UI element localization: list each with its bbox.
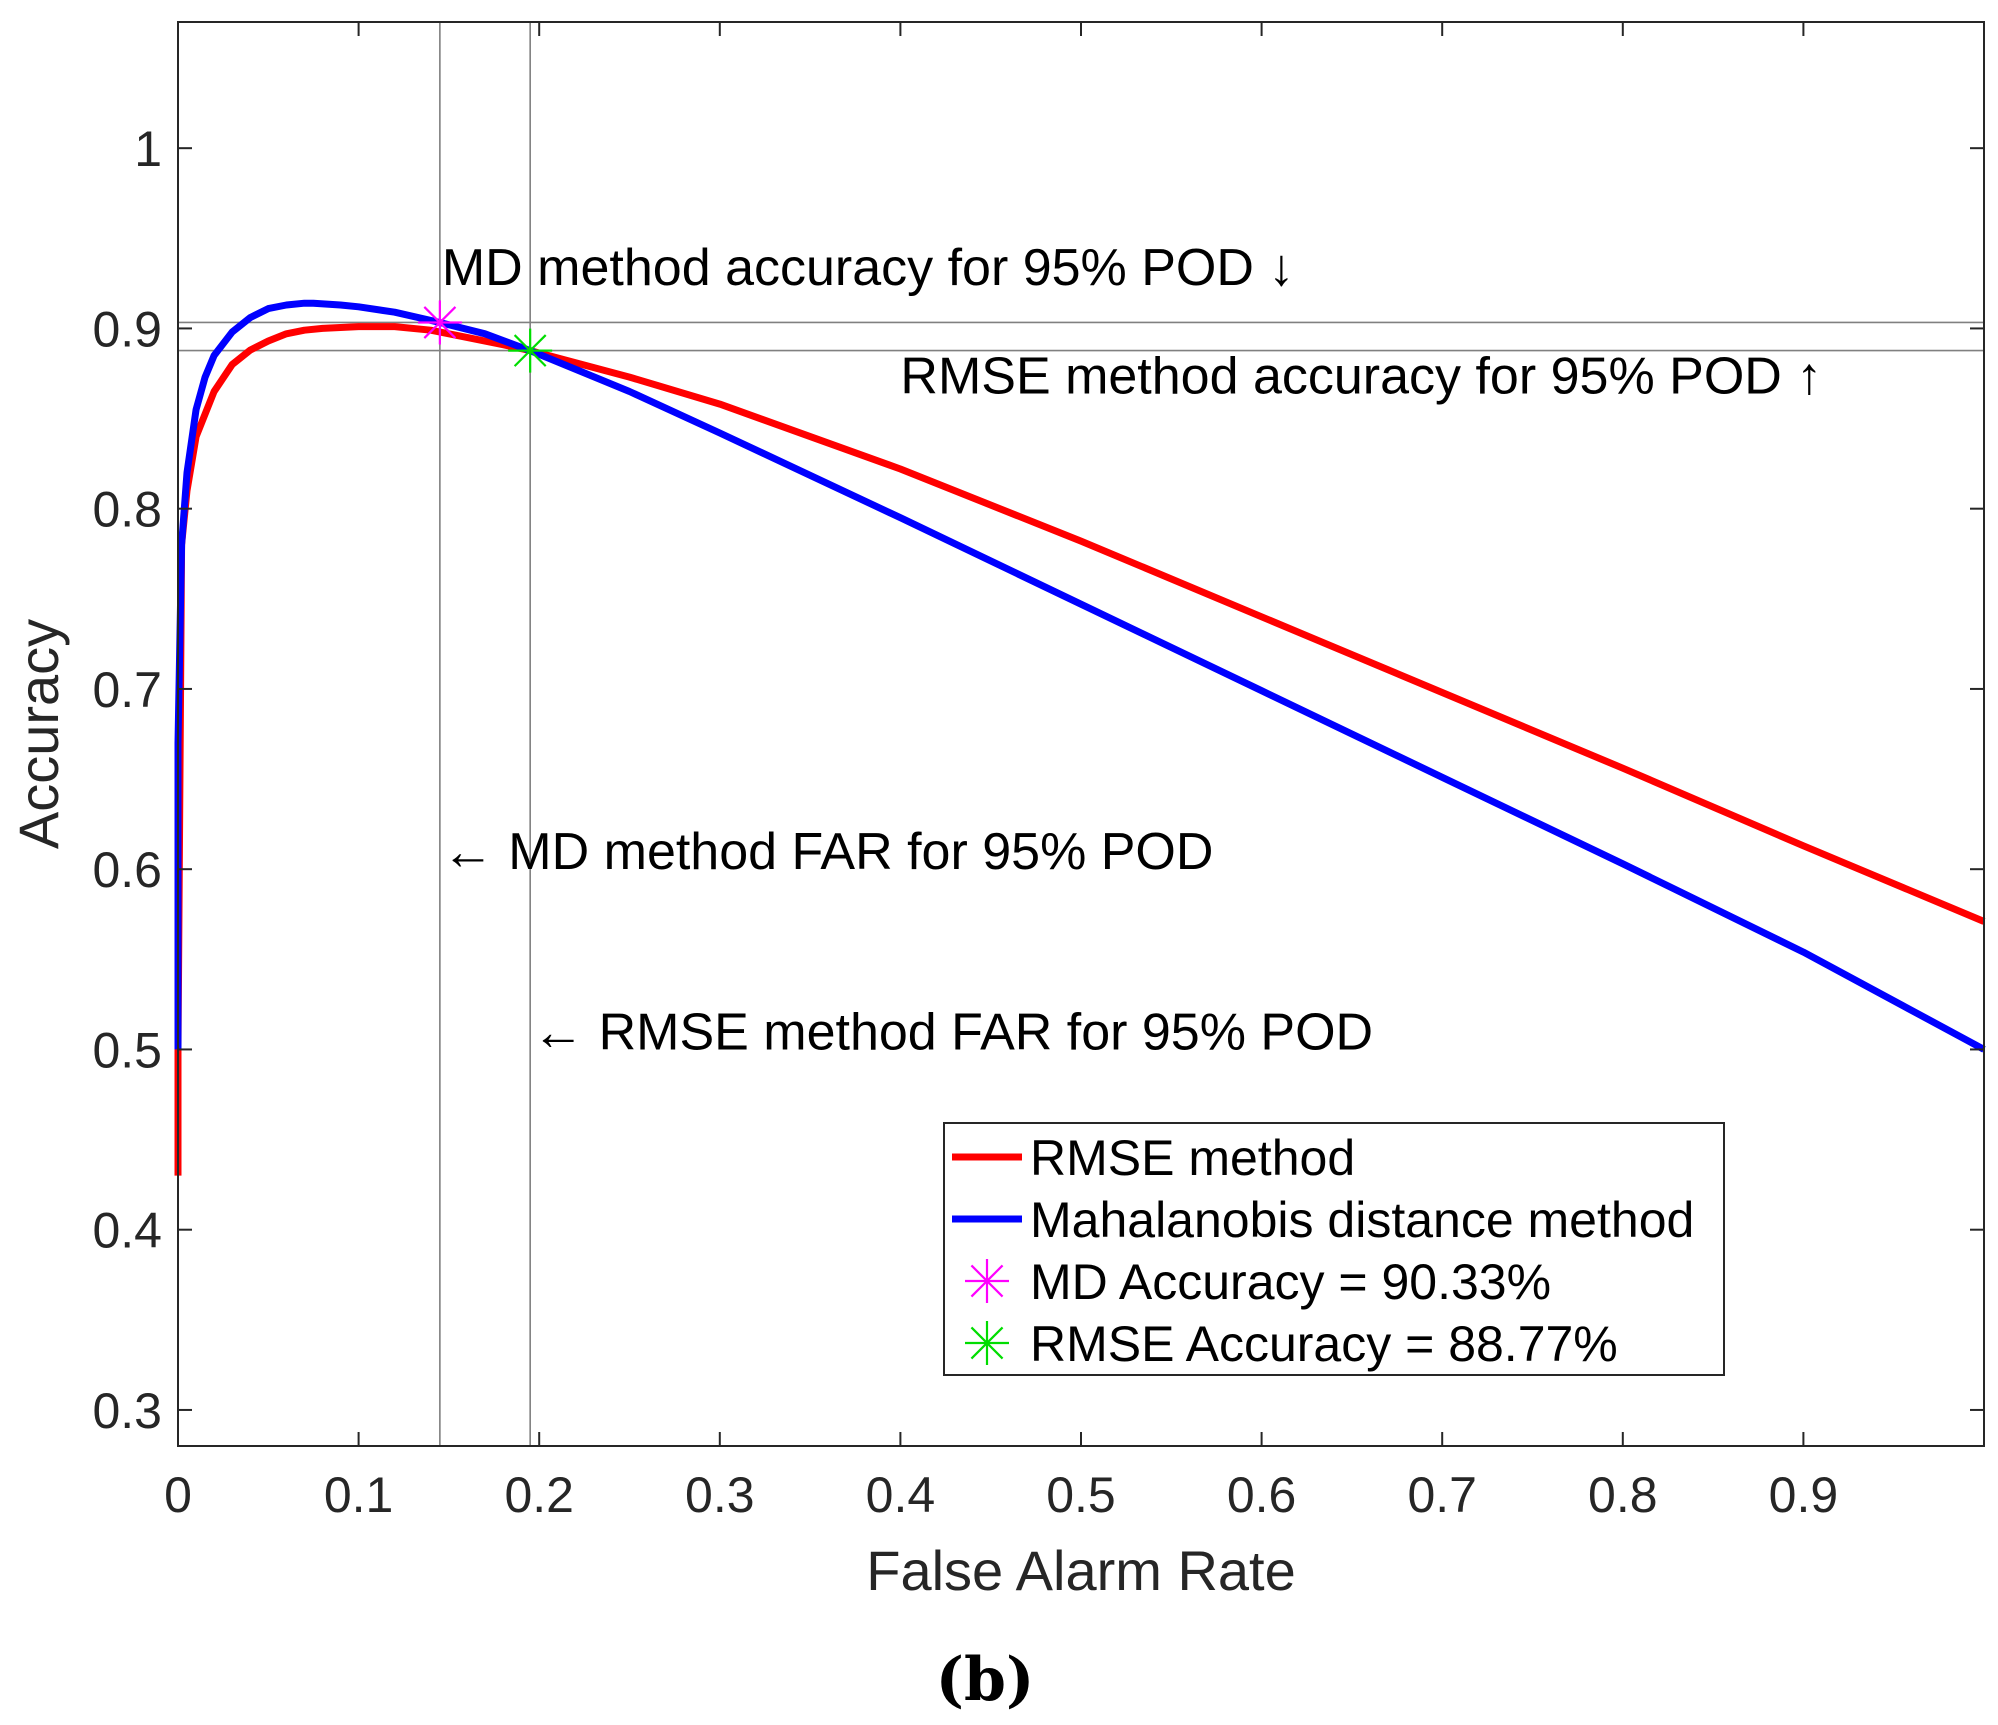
legend-box [943,1122,1725,1376]
x-tick-label-6: 0.6 [1227,1467,1297,1523]
x-tick-label-5: 0.5 [1046,1467,1116,1523]
annotation-2: ← MD method FAR for 95% POD [442,823,1214,881]
x-axis-title: False Alarm Rate [866,1539,1296,1602]
legend-marker-2 [965,1259,1009,1303]
legend-label-3: RMSE Accuracy = 88.77% [1030,1316,1618,1372]
series-line-0 [174,323,1986,1176]
series-layer [174,299,1986,1176]
x-tick-label-2: 0.2 [504,1467,574,1523]
y-tick-label-3: 0.6 [92,842,162,898]
ticks-layer: 0 0.1 0.2 0.3 0.4 0.5 0.6 0.7 0.8 0.9 0.3 0.4 0.5 0.6… [92,22,1984,1523]
data-marker-0 [417,300,462,345]
figure-caption: (b) [936,1645,1035,1715]
legend: RMSE method Mahalanobis distance method MD… [943,1122,1725,1376]
legend-marker-3 [965,1321,1009,1365]
legend-marker-3-stroke-3 [970,1326,1004,1360]
data-marker-0-stroke-3 [423,306,457,339]
reference-lines [178,22,1984,1446]
annotation-0: MD method accuracy for 95% POD ↓ [442,239,1295,297]
legend-label-0: RMSE method [1030,1130,1355,1186]
series-line-1 [174,299,1986,1053]
data-marker-1-stroke-3 [513,334,547,367]
legend-entry-0: RMSE method [952,1130,1355,1186]
legend-label-1: Mahalanobis distance method [1030,1192,1694,1248]
legend-marker-2-stroke-3 [970,1264,1004,1298]
y-tick-label-0: 0.3 [92,1383,162,1439]
legend-label-2: MD Accuracy = 90.33% [1030,1254,1551,1310]
x-tick-label-0: 0 [164,1467,192,1523]
x-tick-label-4: 0.4 [866,1467,936,1523]
y-tick-label-5: 0.8 [92,482,162,538]
data-marker-1 [508,328,553,373]
annotation-1: RMSE method accuracy for 95% POD ↑ [900,347,1822,405]
y-tick-label-6: 0.9 [92,301,162,357]
annotation-3: ← RMSE method FAR for 95% POD [532,1003,1373,1061]
marker-layer [417,300,553,373]
x-tick-label-7: 0.7 [1407,1467,1477,1523]
legend-entry-3: RMSE Accuracy = 88.77% [965,1316,1618,1372]
y-axis-title: Accuracy [7,619,70,849]
x-tick-label-3: 0.3 [685,1467,755,1523]
legend-entry-2: MD Accuracy = 90.33% [965,1254,1551,1310]
x-tick-label-8: 0.8 [1588,1467,1658,1523]
y-tick-label-7: 1 [134,121,162,177]
annotations-layer: MD method accuracy for 95% POD ↓ RMSE met… [442,239,1822,1061]
x-tick-label-1: 0.1 [324,1467,394,1523]
y-tick-label-2: 0.5 [92,1022,162,1078]
y-tick-label-1: 0.4 [92,1203,162,1259]
y-tick-label-4: 0.7 [92,662,162,718]
legend-entry-1: Mahalanobis distance method [952,1192,1694,1248]
x-tick-label-9: 0.9 [1769,1467,1839,1523]
